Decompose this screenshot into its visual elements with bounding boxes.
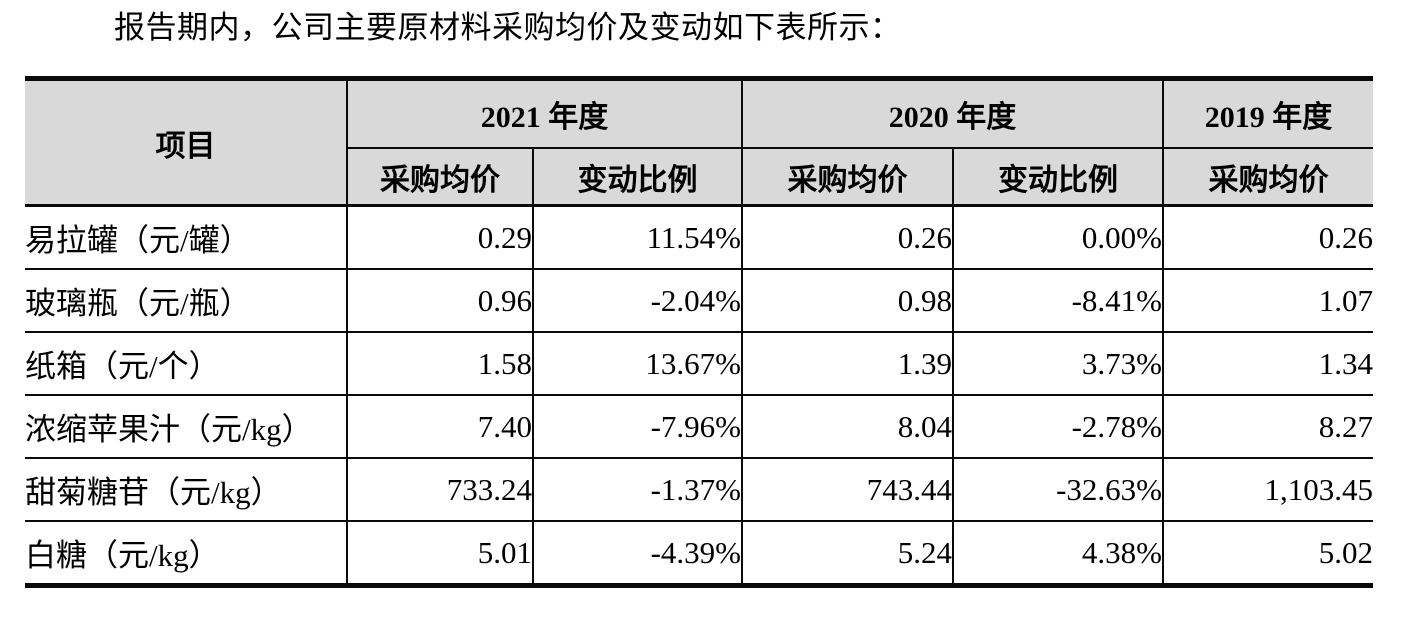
table-row: 易拉罐（元/罐） 0.29 11.54% 0.26 0.00% 0.26 [25,204,1373,270]
change-2021-cell: 11.54% [532,204,743,270]
change-2020-cell: -2.78% [952,394,1164,459]
price-2020-cell: 8.04 [741,394,954,459]
column-group-2021: 2021 年度 [346,76,743,149]
change-2021-cell: -1.37% [532,457,743,522]
column-group-2020: 2020 年度 [741,76,1164,149]
change-2021-cell: -2.04% [532,268,743,333]
price-2021-cell: 5.01 [346,520,534,588]
price-2020-cell: 5.24 [741,520,954,588]
change-2020-cell: 0.00% [952,204,1164,270]
raw-materials-price-table: 项目 2021 年度 2020 年度 2019 年度 采购均价 变动比例 采购均… [25,76,1373,588]
header-row-years: 项目 2021 年度 2020 年度 2019 年度 [25,76,1373,207]
item-cell: 白糖（元/kg） [25,520,348,588]
price-2021-cell: 1.58 [346,331,534,396]
price-2021-cell: 0.96 [346,268,534,333]
column-header-item: 项目 [25,76,348,207]
column-header-2021-avg-price: 采购均价 [347,147,534,207]
header-row-metrics: 采购均价 变动比例 采购均价 变动比例 采购均价 [25,147,1373,207]
intro-sentence: 报告期内，公司主要原材料采购均价及变动如下表所示： [114,10,902,45]
item-cell: 玻璃瓶（元/瓶） [25,268,348,333]
column-header-2020-avg-price: 采购均价 [741,147,954,207]
item-cell: 浓缩苹果汁（元/kg） [25,394,348,459]
price-2019-cell: 1.07 [1162,268,1373,333]
column-header-2021-change: 变动比例 [532,147,743,207]
change-2020-cell: -8.41% [952,268,1164,333]
price-2019-cell: 0.26 [1162,204,1373,270]
price-2019-cell: 8.27 [1162,394,1373,459]
change-2020-cell: 4.38% [952,520,1164,588]
price-2020-cell: 0.26 [741,204,954,270]
item-cell: 纸箱（元/个） [25,331,348,396]
table-row: 浓缩苹果汁（元/kg） 7.40 -7.96% 8.04 -2.78% 8.27 [25,394,1373,459]
column-group-2019: 2019 年度 [1162,76,1373,149]
price-2020-cell: 1.39 [741,331,954,396]
price-2019-cell: 5.02 [1162,520,1373,588]
price-2019-cell: 1.34 [1162,331,1373,396]
change-2020-cell: -32.63% [952,457,1164,522]
item-cell: 甜菊糖苷（元/kg） [25,457,348,522]
price-2020-cell: 743.44 [741,457,954,522]
price-2021-cell: 7.40 [346,394,534,459]
change-2020-cell: 3.73% [952,331,1164,396]
table-row: 纸箱（元/个） 1.58 13.67% 1.39 3.73% 1.34 [25,331,1373,396]
change-2021-cell: -7.96% [532,394,743,459]
table-row: 甜菊糖苷（元/kg） 733.24 -1.37% 743.44 -32.63% … [25,457,1373,522]
change-2021-cell: -4.39% [532,520,743,588]
price-2019-cell: 1,103.45 [1162,457,1373,522]
price-2020-cell: 0.98 [741,268,954,333]
change-2021-cell: 13.67% [532,331,743,396]
item-cell: 易拉罐（元/罐） [25,204,348,270]
column-header-2020-change: 变动比例 [952,147,1164,207]
table-row: 玻璃瓶（元/瓶） 0.96 -2.04% 0.98 -8.41% 1.07 [25,268,1373,333]
price-2021-cell: 0.29 [346,204,534,270]
table-row: 白糖（元/kg） 5.01 -4.39% 5.24 4.38% 5.02 [25,520,1373,588]
price-2021-cell: 733.24 [346,457,534,522]
column-header-2019-avg-price: 采购均价 [1162,147,1373,207]
